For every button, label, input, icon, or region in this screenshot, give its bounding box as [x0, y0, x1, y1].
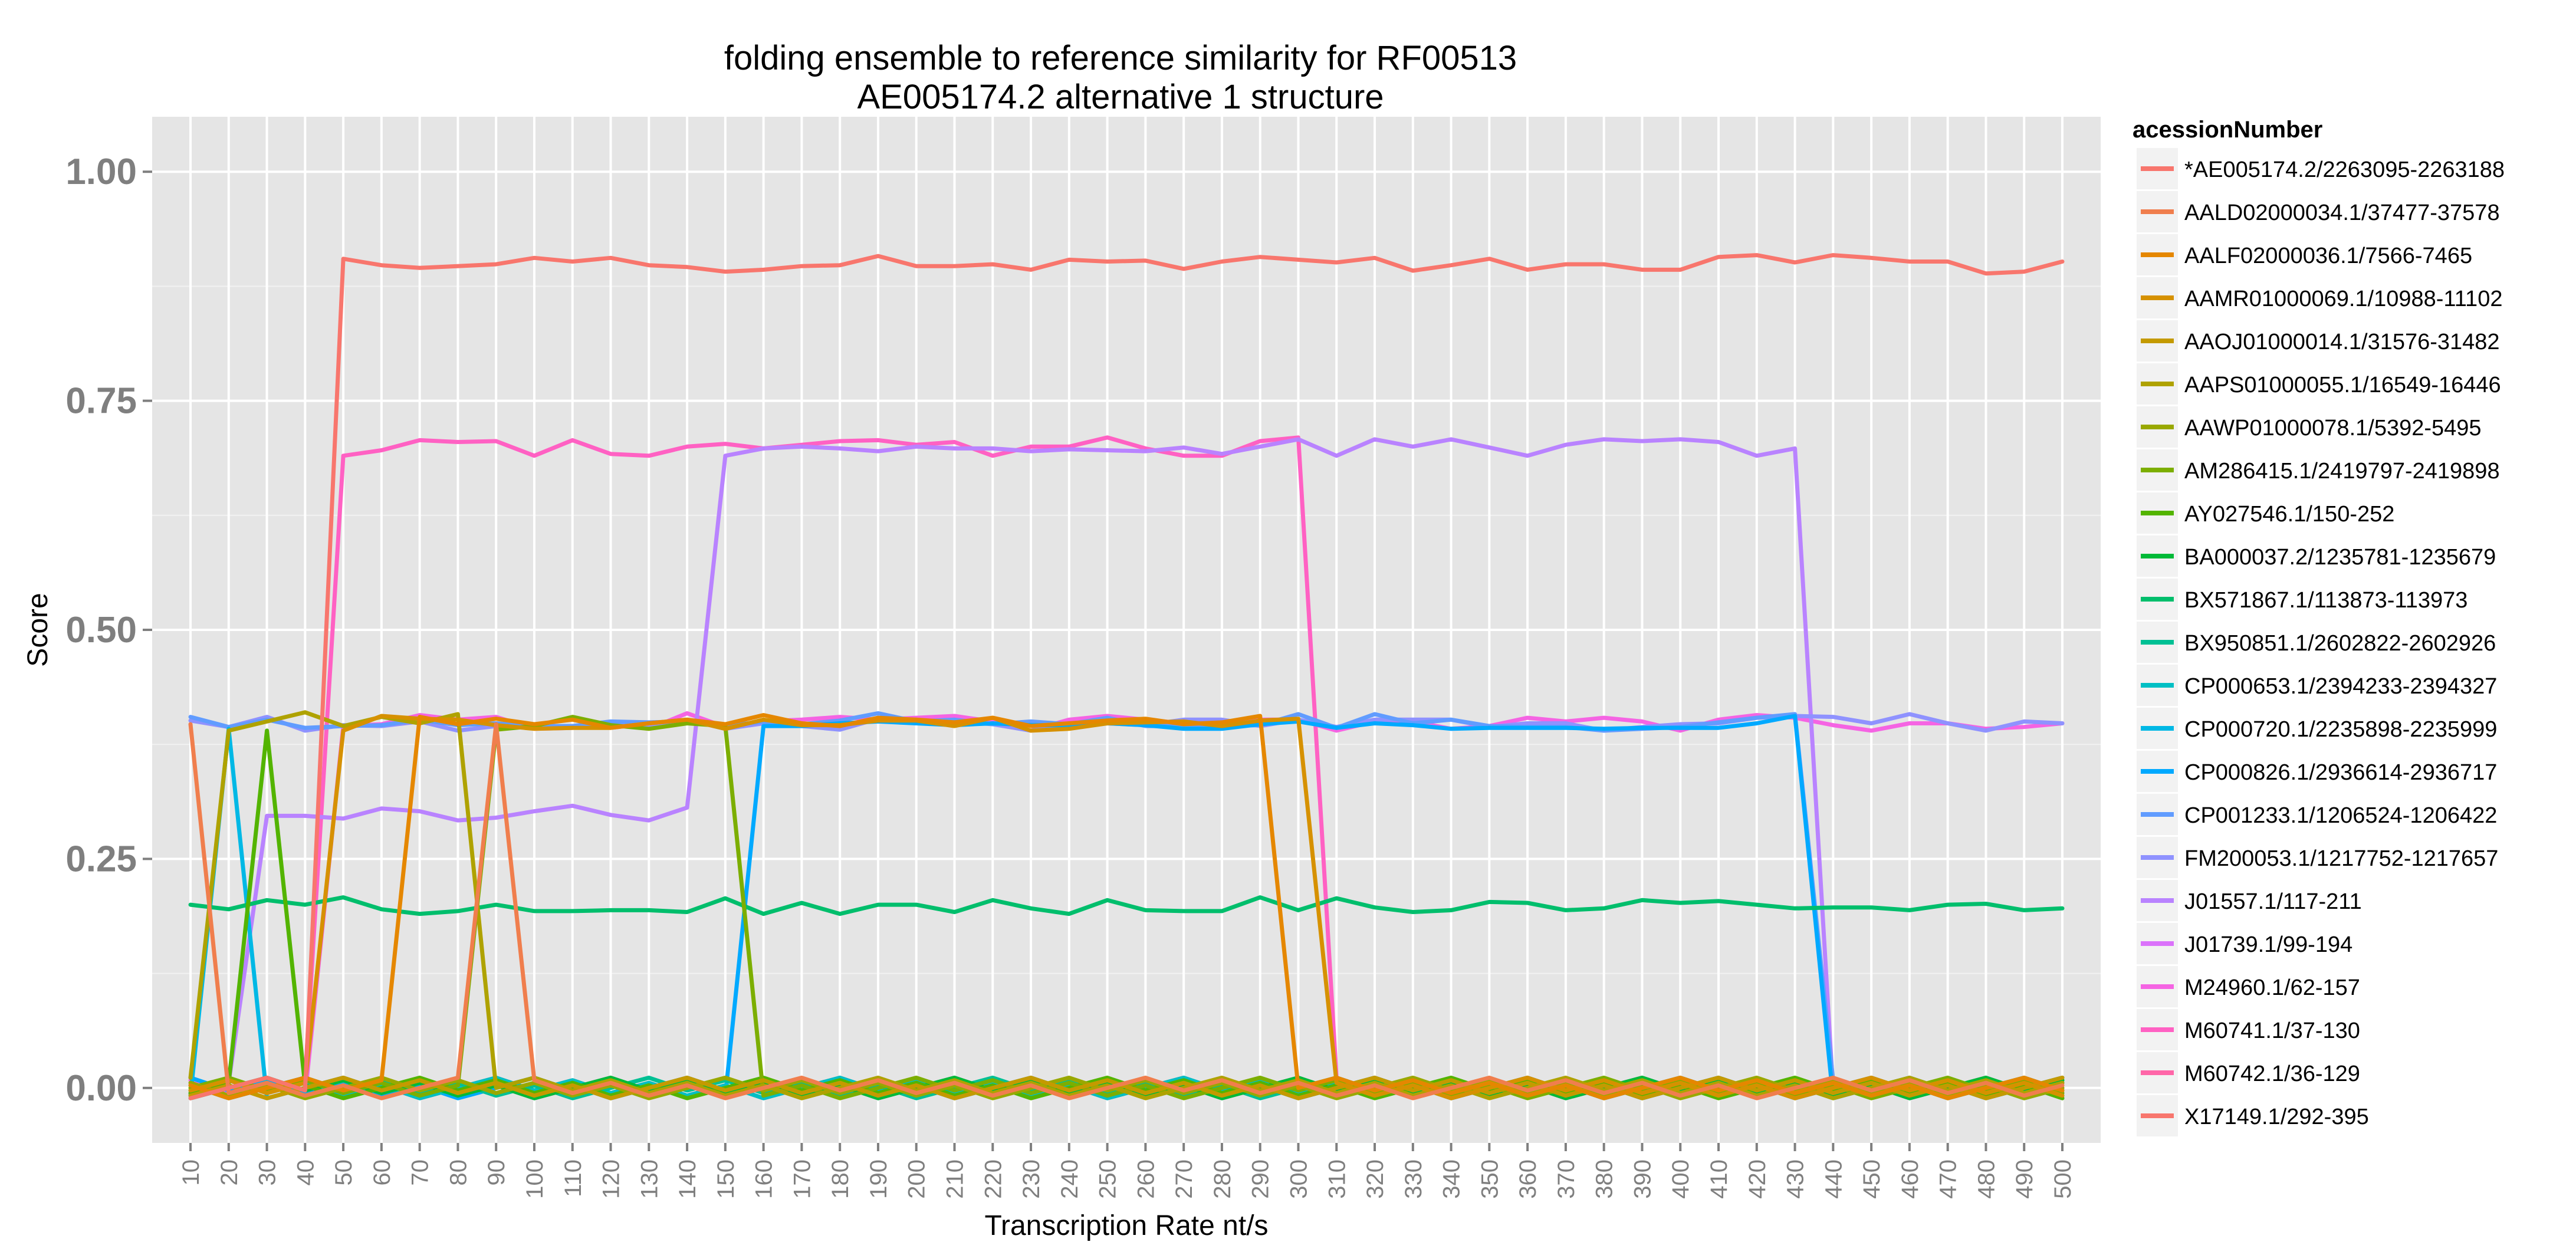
series-line	[188, 713, 2065, 1100]
x-tick-label: 50	[331, 1159, 357, 1186]
x-tick-label: 110	[560, 1159, 586, 1197]
x-tick-label: 390	[1629, 1159, 1655, 1199]
x-tick-label: 480	[1973, 1159, 1999, 1199]
legend-label: CP000653.1/2394233-2394327	[2184, 674, 2497, 699]
x-tick-label: 430	[1783, 1159, 1809, 1199]
legend-label: FM200053.1/1217752-1217657	[2184, 846, 2498, 871]
legend-label: CP000826.1/2936614-2936717	[2184, 760, 2497, 785]
x-tick-label: 70	[408, 1159, 433, 1186]
x-tick-label: 380	[1592, 1159, 1618, 1199]
x-tick-label: 10	[178, 1159, 204, 1186]
x-tick-label: 40	[293, 1159, 318, 1186]
x-tick-label: 250	[1095, 1159, 1121, 1199]
legend-title: acessionNumber	[2133, 117, 2322, 143]
x-tick-label: 340	[1439, 1159, 1465, 1199]
legend-label: M24960.1/62-157	[2184, 975, 2360, 1000]
x-tick-label: 310	[1324, 1159, 1350, 1199]
x-tick-label: 330	[1401, 1159, 1427, 1199]
x-tick-label: 450	[1859, 1159, 1885, 1199]
x-axis: 10 20 30 40 50 60 70 80 90 100 110 120 130 140 150 160 1…	[178, 1143, 2076, 1199]
x-tick-label: 230	[1018, 1159, 1044, 1199]
x-tick-label: 460	[1897, 1159, 1923, 1199]
x-tick-label: 190	[866, 1159, 892, 1199]
legend-label: CP000720.1/2235898-2235999	[2184, 717, 2497, 742]
x-tick-label: 440	[1821, 1159, 1846, 1199]
legend-label: AY027546.1/150-252	[2184, 502, 2394, 527]
legend-label: AM286415.1/2419797-2419898	[2184, 459, 2500, 484]
x-tick-label: 170	[789, 1159, 815, 1199]
x-tick-label: 130	[636, 1159, 662, 1199]
x-tick-label: 270	[1171, 1159, 1197, 1199]
grid-lines	[152, 117, 2101, 1143]
x-tick-label: 150	[713, 1159, 739, 1199]
y-tick-label: 0.50	[65, 610, 137, 650]
x-tick-label: 410	[1706, 1159, 1732, 1199]
x-tick-label: 420	[1744, 1159, 1770, 1199]
x-tick-label: 90	[484, 1159, 510, 1186]
series-line	[188, 714, 2065, 1100]
x-axis-label: Transcription Rate nt/s	[984, 1210, 1268, 1241]
x-tick-label: 20	[216, 1159, 242, 1186]
x-tick-label: 100	[522, 1159, 548, 1199]
legend-label: *AE005174.2/2263095-2263188	[2184, 157, 2505, 182]
y-axis-label: Score	[22, 593, 54, 666]
y-tick-label: 0.00	[65, 1068, 137, 1109]
legend-label: AAWP01000078.1/5392-5495	[2184, 416, 2482, 441]
legend-label: AALF02000036.1/7566-7465	[2184, 244, 2472, 268]
legend-label: X17149.1/292-395	[2184, 1105, 2369, 1129]
x-tick-label: 240	[1057, 1159, 1083, 1199]
chart-title-line: AE005174.2 alternative 1 structure	[857, 78, 1384, 116]
chart-title-line: folding ensemble to reference similarity…	[724, 39, 1517, 77]
legend-label: CP001233.1/1206524-1206422	[2184, 803, 2497, 828]
x-tick-label: 490	[2012, 1159, 2038, 1199]
x-tick-label: 30	[255, 1159, 281, 1186]
y-tick-label: 1.00	[65, 152, 137, 192]
x-tick-label: 120	[599, 1159, 625, 1199]
x-tick-label: 300	[1286, 1159, 1312, 1199]
x-tick-label: 360	[1515, 1159, 1541, 1199]
legend-label: J01557.1/117-211	[2184, 889, 2362, 914]
x-tick-label: 210	[942, 1159, 968, 1199]
series-lines	[188, 253, 2065, 1100]
x-tick-label: 400	[1668, 1159, 1694, 1199]
y-tick-label: 0.75	[65, 381, 137, 422]
series-line	[188, 437, 2065, 1100]
x-tick-label: 500	[2050, 1159, 2076, 1199]
x-tick-label: 180	[827, 1159, 853, 1199]
x-tick-label: 370	[1553, 1159, 1579, 1199]
x-tick-label: 320	[1362, 1159, 1388, 1199]
series-line	[188, 253, 2065, 1100]
x-tick-label: 470	[1936, 1159, 1961, 1199]
x-tick-label: 290	[1248, 1159, 1274, 1199]
y-tick-label: 0.25	[65, 839, 137, 879]
x-tick-label: 220	[980, 1159, 1006, 1199]
series-line	[188, 722, 2065, 1100]
y-axis: 0.00 0.25 0.50 0.75 1.00	[65, 152, 152, 1109]
legend-label: AALD02000034.1/37477-37578	[2184, 201, 2500, 225]
x-tick-label: 200	[904, 1159, 930, 1199]
legend-label: M60741.1/37-130	[2184, 1018, 2360, 1043]
series-line	[188, 895, 2065, 916]
legend-label: BX571867.1/113873-113973	[2184, 588, 2467, 613]
chart-title: folding ensemble to reference similarity…	[724, 39, 1517, 116]
legend-label: BA000037.2/1235781-1235679	[2184, 545, 2496, 570]
x-tick-label: 260	[1133, 1159, 1159, 1199]
legend-label: AAMR01000069.1/10988-11102	[2184, 287, 2502, 311]
x-tick-label: 350	[1477, 1159, 1503, 1199]
legend-label: J01739.1/99-194	[2184, 932, 2352, 957]
legend-label: M60742.1/36-129	[2184, 1062, 2360, 1086]
legend-label: AAOJ01000014.1/31576-31482	[2184, 330, 2500, 354]
x-tick-label: 160	[751, 1159, 777, 1199]
legend-label: AAPS01000055.1/16549-16446	[2184, 373, 2501, 397]
x-tick-label: 80	[445, 1159, 471, 1186]
legend: acessionNumber *AE005174.2/2263095-22631…	[2133, 117, 2505, 1138]
x-tick-label: 140	[675, 1159, 701, 1199]
x-tick-label: 280	[1210, 1159, 1236, 1199]
x-tick-label: 60	[369, 1159, 395, 1186]
legend-label: BX950851.1/2602822-2602926	[2184, 631, 2496, 656]
